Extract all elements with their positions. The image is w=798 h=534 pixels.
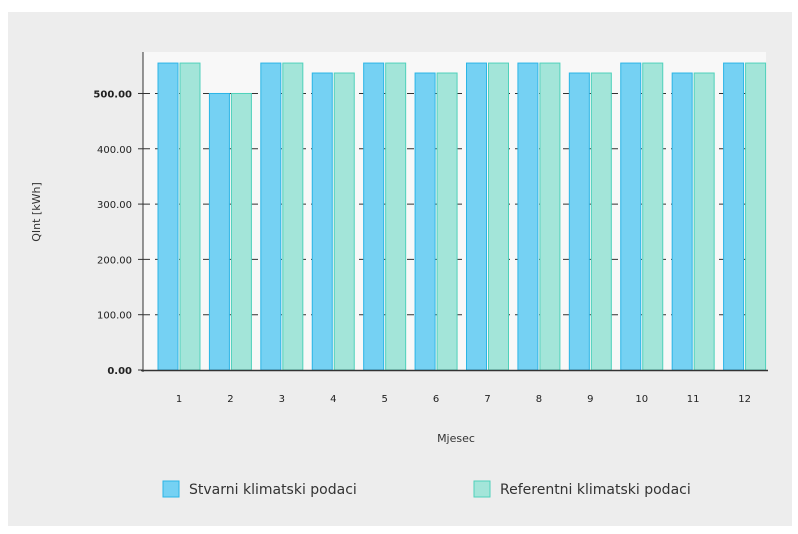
x-axis-title: Mjesec xyxy=(437,432,475,445)
x-tick-label: 8 xyxy=(536,394,542,405)
bar-referentni-month-8 xyxy=(539,62,561,371)
legend-item-referentni: Referentni klimatski podaci xyxy=(473,480,691,498)
x-tick-label: 3 xyxy=(279,394,285,405)
bar-referentni-month-10 xyxy=(642,62,664,371)
bar-referentni-month-9 xyxy=(590,72,612,371)
y-tick-label: 100.00 xyxy=(97,311,132,322)
bar-stvarni-month-11 xyxy=(671,72,693,371)
legend: Stvarni klimatski podaci Referentni klim… xyxy=(162,480,691,498)
y-tick-label: 400.00 xyxy=(97,145,132,156)
x-tick-label: 2 xyxy=(227,394,233,405)
bar-stvarni-month-9 xyxy=(568,72,590,371)
bar-stvarni-month-7 xyxy=(466,62,487,371)
y-tick-label: 500.00 xyxy=(93,89,132,100)
y-tick-labels: 0.00 100.00 200.00 300.00 400.00 500.00 xyxy=(93,89,143,377)
x-tick-label: 4 xyxy=(330,394,336,405)
bar-referentni-month-1 xyxy=(179,62,201,371)
bar-stvarni-month-12 xyxy=(723,62,745,371)
bar-stvarni-month-8 xyxy=(517,62,539,371)
x-tick-label: 1 xyxy=(176,394,182,405)
bar-referentni-month-11 xyxy=(693,72,715,371)
x-tick-label: 11 xyxy=(687,394,700,405)
x-tick-label: 6 xyxy=(433,394,439,405)
bar-stvarni-month-3 xyxy=(260,62,282,371)
y-tick-label: 200.00 xyxy=(97,255,132,266)
legend-label-referentni: Referentni klimatski podaci xyxy=(500,482,691,498)
bar-stvarni-month-4 xyxy=(311,72,333,371)
bar-referentni-month-3 xyxy=(282,62,304,371)
y-tick-label: 0.00 xyxy=(107,366,132,377)
x-tick-label: 5 xyxy=(381,394,387,405)
bar-stvarni-month-2 xyxy=(208,92,230,371)
legend-swatch-stvarni xyxy=(162,480,180,498)
y-tick-label: 300.00 xyxy=(97,200,132,211)
bars xyxy=(157,62,767,371)
bar-stvarni-month-5 xyxy=(363,62,385,371)
bar-referentni-month-4 xyxy=(333,72,355,371)
legend-swatch-referentni xyxy=(473,480,491,498)
x-tick-label: 12 xyxy=(738,394,751,405)
bar-referentni-month-7 xyxy=(488,62,509,371)
bar-referentni-month-5 xyxy=(385,62,407,371)
bar-stvarni-month-10 xyxy=(620,62,642,371)
x-tick-label: 7 xyxy=(484,394,490,405)
x-tick-label: 9 xyxy=(587,394,593,405)
x-tick-labels: 1 2 3 4 5 6 7 8 9 10 11 12 xyxy=(176,394,751,405)
bar-referentni-month-12 xyxy=(745,62,767,371)
y-axis-title: QInt [kWh] xyxy=(30,182,43,242)
axes xyxy=(141,52,768,372)
bar-referentni-month-2 xyxy=(230,92,252,371)
legend-item-stvarni: Stvarni klimatski podaci xyxy=(162,480,357,498)
bar-stvarni-month-1 xyxy=(157,62,179,371)
bar-referentni-month-6 xyxy=(436,72,458,371)
x-tick-label: 10 xyxy=(635,394,648,405)
bar-stvarni-month-6 xyxy=(414,72,436,371)
legend-label-stvarni: Stvarni klimatski podaci xyxy=(189,482,357,498)
